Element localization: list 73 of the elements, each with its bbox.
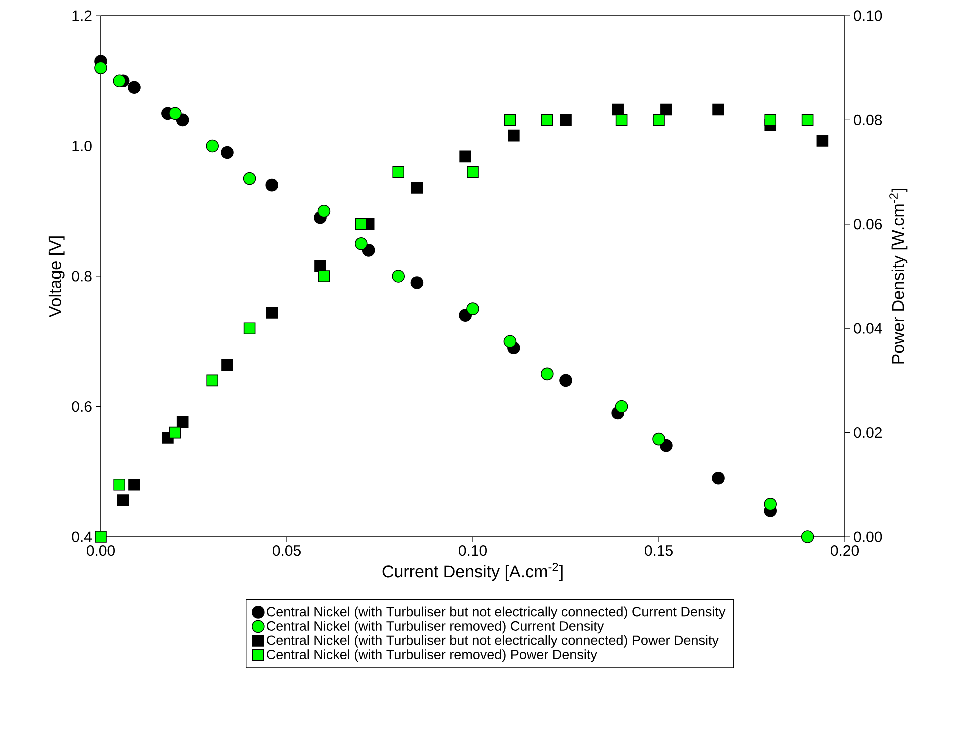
point [560, 374, 572, 388]
y-tick-label: 0.6 [72, 401, 92, 412]
point [243, 172, 256, 186]
legend-label: Central Nickel (with Turbuliser but not electrically connected) Current Density [267, 606, 726, 620]
point [504, 335, 517, 348]
point [314, 260, 326, 272]
point [615, 400, 628, 414]
point [318, 204, 331, 218]
point [176, 416, 189, 428]
point [460, 150, 472, 163]
legend-label: Central Nickel (with Turbuliser removed) Current Density [267, 621, 604, 634]
point [244, 322, 256, 334]
point [764, 498, 778, 511]
point [712, 104, 724, 116]
x-tick-label: 0.05 [273, 546, 301, 556]
point [410, 276, 424, 290]
point [392, 270, 406, 283]
point [206, 140, 219, 153]
point [801, 530, 814, 544]
x-tick-label: 0.00 [87, 546, 116, 556]
x-axis-title: Current Density [A.cm$^{-2}$] [382, 562, 563, 582]
point [117, 494, 130, 506]
point [653, 114, 665, 126]
y2-tick-label: 0.00 [854, 532, 882, 542]
point [128, 81, 141, 94]
point [466, 302, 480, 316]
legend-label: Central Nickel (with Turbuliser but not electrically connected) Power Density [267, 635, 719, 648]
point [660, 104, 672, 116]
x-tick-label: 0.20 [831, 546, 860, 556]
point [170, 426, 182, 439]
point [221, 146, 234, 160]
x-tick-label: 0.10 [459, 546, 488, 556]
point [318, 270, 330, 282]
y2-axis-title: Power Density [W.cm$^{-2}$] [890, 189, 908, 364]
y2-tick-label: 0.08 [854, 114, 882, 126]
point [712, 472, 725, 485]
point [612, 104, 624, 116]
point [508, 130, 520, 142]
point [802, 114, 814, 126]
point [541, 368, 554, 381]
legend-label: Central Nickel (with Turbuliser removed) Power Density [267, 650, 598, 662]
point [764, 114, 777, 126]
point [95, 531, 107, 543]
y2-tick-label: 0.04 [854, 323, 882, 334]
point [222, 359, 234, 371]
point [355, 238, 368, 250]
y2-tick-label: 0.06 [854, 219, 882, 230]
point [411, 182, 424, 194]
y-tick-label: 1.2 [72, 10, 92, 22]
point [128, 479, 140, 491]
point [560, 114, 572, 126]
point [542, 114, 554, 126]
point [266, 307, 278, 319]
y-axis-title: Voltage [V] [48, 236, 65, 318]
point [169, 107, 182, 120]
point [616, 114, 628, 126]
point [816, 135, 829, 147]
point [467, 166, 479, 178]
point [114, 479, 126, 491]
y-tick-label: 1.0 [72, 140, 92, 152]
point [652, 432, 666, 446]
point [266, 178, 279, 192]
y2-tick-label: 0.10 [854, 10, 882, 22]
point [206, 374, 218, 387]
point [356, 218, 368, 230]
y-tick-label: 0.4 [72, 532, 92, 542]
y2-tick-label: 0.02 [854, 427, 882, 438]
point [113, 74, 126, 88]
point [504, 114, 516, 126]
point [392, 166, 405, 178]
x-tick-label: 0.15 [645, 546, 673, 556]
y-tick-label: 0.8 [72, 271, 92, 282]
point [94, 62, 108, 74]
